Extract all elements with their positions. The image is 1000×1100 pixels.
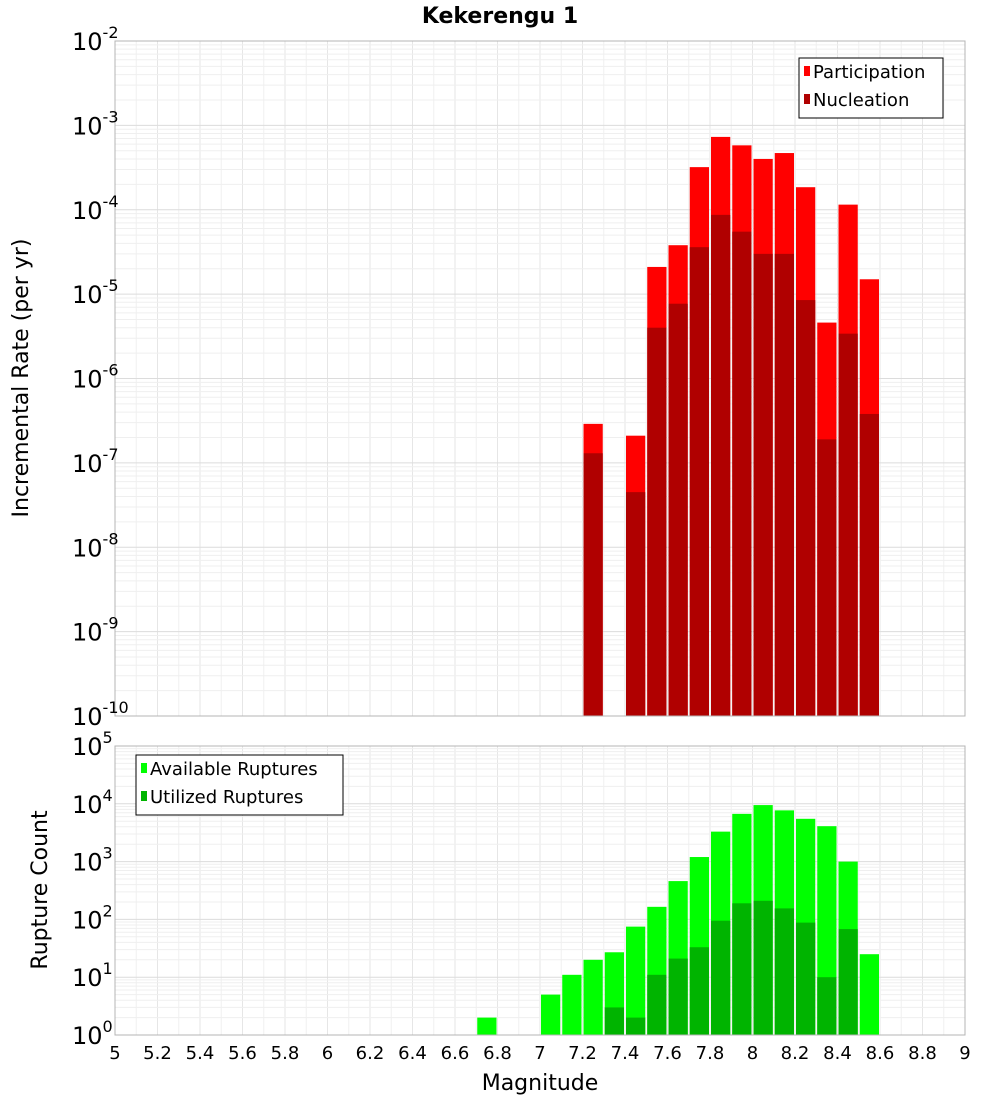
bottom-bar-utilized-ruptures <box>753 900 773 1035</box>
bottom-y-tick-label: 101 <box>72 959 113 992</box>
bottom-y-axis-label: Rupture Count <box>28 810 53 970</box>
top-bar-nucleation <box>796 300 816 716</box>
x-tick-label: 7 <box>534 1043 545 1064</box>
x-tick-label: 7.4 <box>611 1043 640 1064</box>
x-tick-label: 8.6 <box>866 1043 895 1064</box>
bottom-legend-box <box>135 754 344 816</box>
bottom-bar-utilized-ruptures <box>711 920 731 1035</box>
bottom-bar-utilized-ruptures <box>796 922 816 1035</box>
bottom-legend-label: Available Ruptures <box>150 759 318 780</box>
x-axis-label: Magnitude <box>482 1071 599 1096</box>
top-bar-nucleation <box>838 333 858 716</box>
top-gridlines <box>114 41 966 717</box>
x-tick-label: 6.2 <box>356 1043 385 1064</box>
x-tick-label: 6.4 <box>398 1043 427 1064</box>
bottom-bar-utilized-ruptures <box>838 929 858 1035</box>
top-y-tick-label: 10-10 <box>72 698 129 731</box>
bottom-bars <box>477 805 879 1035</box>
bottom-bar-utilized-ruptures <box>668 958 688 1035</box>
bottom-y-tick-label: 103 <box>72 844 113 877</box>
top-y-tick-label: 10-9 <box>72 614 119 647</box>
bottom-plot-frame <box>114 745 966 1036</box>
bottom-y-tick-label: 102 <box>72 901 113 934</box>
bottom-bar-utilized-ruptures <box>647 974 667 1035</box>
x-tick-label: 5 <box>109 1043 120 1064</box>
bottom-y-tick-label: 100 <box>72 1017 113 1050</box>
bottom-bar-available-ruptures <box>541 994 561 1035</box>
top-bar-nucleation <box>668 303 688 716</box>
bottom-bar-available-ruptures <box>562 974 582 1035</box>
bottom-legend-label: Utilized Ruptures <box>150 787 303 808</box>
top-bars <box>583 136 879 717</box>
top-y-tick-labels: 10-10 10-9 10-8 10-7 10-6 10-5 10-4 10-3 10-2 <box>72 23 129 731</box>
x-tick-label: 5.6 <box>228 1043 257 1064</box>
bottom-y-tick-label: 104 <box>72 786 113 819</box>
x-tick-label: 5.8 <box>271 1043 300 1064</box>
bottom-bar-available-ruptures <box>859 954 879 1035</box>
bottom-bar-utilized-ruptures <box>626 1017 646 1035</box>
bottom-bar-utilized-ruptures <box>774 908 794 1035</box>
bottom-bar-available-ruptures <box>626 926 646 1035</box>
top-legend-swatch <box>804 66 810 76</box>
x-tick-label: 8.8 <box>908 1043 937 1064</box>
top-y-tick-label: 10-2 <box>72 23 119 56</box>
top-bar-nucleation <box>774 253 794 716</box>
top-y-tick-label: 10-3 <box>72 107 119 140</box>
top-bar-nucleation <box>711 214 731 716</box>
bottom-bar-utilized-ruptures <box>604 1007 624 1035</box>
x-tick-label: 6.6 <box>441 1043 470 1064</box>
top-y-tick-label: 10-5 <box>72 276 119 309</box>
top-y-axis-label: Incremental Rate (per yr) <box>9 239 34 518</box>
x-tick-label: 9 <box>959 1043 970 1064</box>
bottom-y-tick-labels: 100 101 102 103 104 105 <box>72 728 113 1050</box>
bottom-legend-swatch <box>141 791 147 801</box>
top-bar-nucleation <box>753 253 773 716</box>
top-y-tick-label: 10-7 <box>72 445 119 478</box>
x-tick-label: 8.2 <box>781 1043 810 1064</box>
top-legend-swatch <box>804 94 810 104</box>
bottom-legend-swatch <box>141 763 147 773</box>
x-tick-label: 5.2 <box>143 1043 172 1064</box>
bottom-y-tick-label: 105 <box>72 728 113 761</box>
x-tick-label: 5.4 <box>186 1043 215 1064</box>
top-y-tick-label: 10-8 <box>72 529 119 562</box>
top-y-tick-label: 10-4 <box>72 192 119 225</box>
top-plot-frame <box>114 40 966 717</box>
top-legend-label: Nucleation <box>813 90 909 111</box>
top-bar-nucleation <box>583 453 603 716</box>
top-bar-nucleation <box>817 439 837 716</box>
x-tick-label: 6 <box>322 1043 333 1064</box>
chart-title: Kekerengu 1 <box>422 4 578 29</box>
x-tick-label: 8.4 <box>823 1043 852 1064</box>
top-bar-nucleation <box>689 247 709 716</box>
bottom-bar-available-ruptures <box>583 959 603 1035</box>
top-bar-nucleation <box>732 231 752 716</box>
top-y-tick-label: 10-6 <box>72 361 119 394</box>
bottom-bar-available-ruptures <box>477 1017 497 1035</box>
x-tick-label: 8 <box>747 1043 758 1064</box>
bottom-legend: Available Ruptures Utilized Ruptures <box>135 754 344 816</box>
x-tick-labels: 5 5.2 5.4 5.6 5.8 6 6.2 6.4 6.6 6.8 7 7.2 7.4 7.6 7.8 8… <box>109 1043 970 1064</box>
bottom-bar-utilized-ruptures <box>817 977 837 1035</box>
top-legend: Participation Nucleation <box>798 57 944 119</box>
top-legend-label: Participation <box>813 62 925 83</box>
x-tick-label: 7.2 <box>568 1043 597 1064</box>
top-bar-nucleation <box>626 492 646 716</box>
x-tick-label: 7.8 <box>696 1043 725 1064</box>
x-tick-label: 6.8 <box>483 1043 512 1064</box>
top-legend-box <box>798 57 944 119</box>
x-tick-label: 7.6 <box>653 1043 682 1064</box>
bottom-bar-utilized-ruptures <box>689 947 709 1035</box>
top-bar-nucleation <box>859 413 879 716</box>
bottom-bar-utilized-ruptures <box>732 903 752 1035</box>
top-bar-nucleation <box>647 327 667 716</box>
